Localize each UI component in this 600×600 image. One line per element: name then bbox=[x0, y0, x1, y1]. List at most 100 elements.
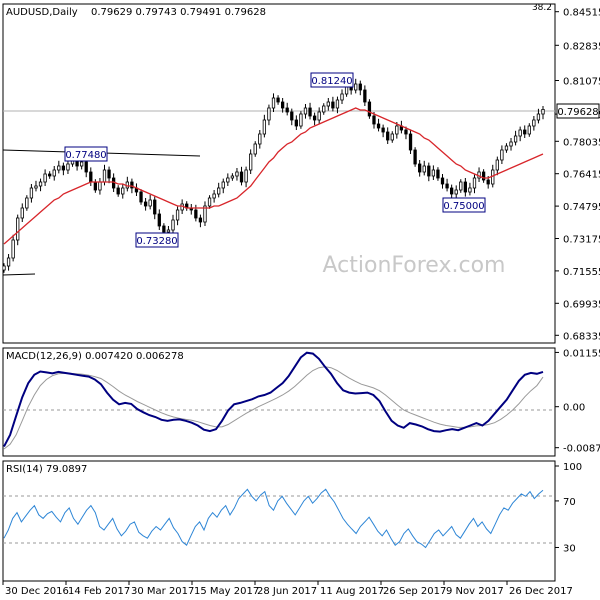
x-tick-label: 15 May 2017 bbox=[194, 586, 259, 597]
price-annotation: 0.77480 bbox=[64, 146, 108, 162]
candle bbox=[217, 182, 221, 198]
candle bbox=[367, 99, 372, 119]
macd-main-line bbox=[3, 351, 544, 448]
candle bbox=[43, 169, 47, 186]
candle bbox=[523, 125, 527, 138]
candle bbox=[322, 103, 326, 115]
y-tick-label: 0.011558 bbox=[563, 348, 600, 359]
rsi-y-axis: 100 70 30 bbox=[555, 462, 582, 554]
candle bbox=[38, 178, 43, 192]
candle bbox=[198, 214, 203, 228]
candle bbox=[57, 160, 61, 174]
candle bbox=[354, 78, 358, 94]
candle bbox=[390, 131, 394, 143]
candle bbox=[29, 184, 34, 203]
candle bbox=[463, 178, 467, 197]
y-tick-label: 0.73175 bbox=[563, 235, 600, 246]
candle bbox=[418, 160, 422, 177]
candle bbox=[395, 122, 399, 139]
candle bbox=[66, 159, 70, 174]
candle bbox=[212, 190, 216, 203]
candle bbox=[504, 143, 509, 153]
candle bbox=[221, 178, 225, 194]
x-tick-label: 28 Jun 2017 bbox=[257, 586, 317, 597]
corner-label: 38.2 bbox=[532, 3, 552, 13]
candle bbox=[61, 162, 66, 176]
candle bbox=[3, 263, 6, 273]
trendline-lower bbox=[3, 273, 36, 276]
rsi-title: RSI(14) 79.0897 bbox=[6, 464, 87, 475]
candle bbox=[317, 107, 321, 124]
candle bbox=[472, 174, 477, 194]
candle bbox=[299, 111, 303, 129]
macd-y-axis: 0.011558 0.00 -0.00873 bbox=[555, 348, 600, 455]
candle bbox=[468, 182, 472, 196]
price-annotation: 0.75000 bbox=[442, 197, 486, 213]
candle bbox=[376, 118, 381, 132]
candle bbox=[203, 201, 207, 226]
price-ohlc: 0.79629 0.79743 0.79491 0.79628 bbox=[91, 7, 266, 18]
candle bbox=[11, 234, 15, 262]
macd-title: MACD(12,26,9) 0.007420 0.006278 bbox=[6, 351, 184, 362]
candle bbox=[513, 130, 518, 146]
y-tick-label: 0.68335 bbox=[563, 331, 600, 342]
price-y-axis: 0.845150.828350.810750.793950.780350.764… bbox=[555, 8, 600, 342]
candle bbox=[84, 158, 88, 178]
candle bbox=[52, 166, 56, 181]
x-tick-label: 30 Dec 2016 bbox=[5, 586, 69, 597]
candle bbox=[440, 174, 445, 189]
last-price-marker: 0.79628 bbox=[556, 103, 600, 119]
candle bbox=[481, 169, 486, 183]
candle bbox=[157, 209, 161, 230]
annotation-label: 0.73280 bbox=[136, 236, 177, 247]
price-annotation: 0.81240 bbox=[310, 72, 354, 88]
x-tick-label: 30 Mar 2017 bbox=[131, 586, 194, 597]
y-tick-label: 0.00 bbox=[563, 403, 585, 414]
candle bbox=[372, 112, 376, 129]
candle bbox=[249, 149, 253, 174]
candle bbox=[235, 168, 239, 181]
candle bbox=[226, 173, 230, 186]
candle bbox=[541, 106, 545, 120]
candle bbox=[509, 138, 513, 151]
candle bbox=[381, 124, 385, 138]
candle bbox=[500, 145, 504, 164]
candle bbox=[290, 108, 294, 126]
macd-signal-line bbox=[3, 366, 544, 450]
candle bbox=[312, 112, 317, 126]
annotation-label: 0.77480 bbox=[65, 150, 106, 161]
moving-average-line bbox=[3, 107, 544, 245]
candle bbox=[518, 126, 522, 142]
candle bbox=[16, 214, 20, 246]
candle bbox=[454, 185, 458, 198]
candle bbox=[427, 162, 431, 182]
candle bbox=[48, 171, 52, 179]
y-tick-label: 0.76415 bbox=[563, 170, 600, 181]
rsi-line bbox=[3, 488, 544, 549]
candle bbox=[271, 93, 276, 112]
candle bbox=[34, 180, 38, 192]
price-annotation: 0.73280 bbox=[135, 232, 179, 248]
price-title: AUDUSD,Daily bbox=[6, 7, 78, 18]
candle bbox=[207, 195, 212, 209]
y-tick-label: 0.84515 bbox=[563, 8, 600, 19]
y-tick-label: 0.82835 bbox=[563, 41, 600, 52]
candle bbox=[139, 189, 143, 205]
candle bbox=[285, 102, 289, 116]
y-tick-label: 70 bbox=[563, 497, 576, 508]
candle bbox=[404, 126, 408, 140]
candle bbox=[413, 147, 417, 167]
annotation-label: 0.75000 bbox=[443, 201, 484, 212]
x-tick-label: 14 Feb 2017 bbox=[68, 586, 130, 597]
candle bbox=[244, 166, 248, 188]
rsi-panel-frame bbox=[2, 460, 556, 582]
y-tick-label: 0.74795 bbox=[563, 202, 600, 213]
candle bbox=[239, 166, 244, 186]
candle bbox=[326, 98, 330, 111]
candle bbox=[253, 141, 257, 157]
candle bbox=[358, 80, 362, 96]
candle bbox=[20, 203, 24, 222]
price-annotations: 0.81240 0.77480 0.73280 0.75000 bbox=[64, 72, 486, 248]
candle bbox=[148, 194, 152, 210]
